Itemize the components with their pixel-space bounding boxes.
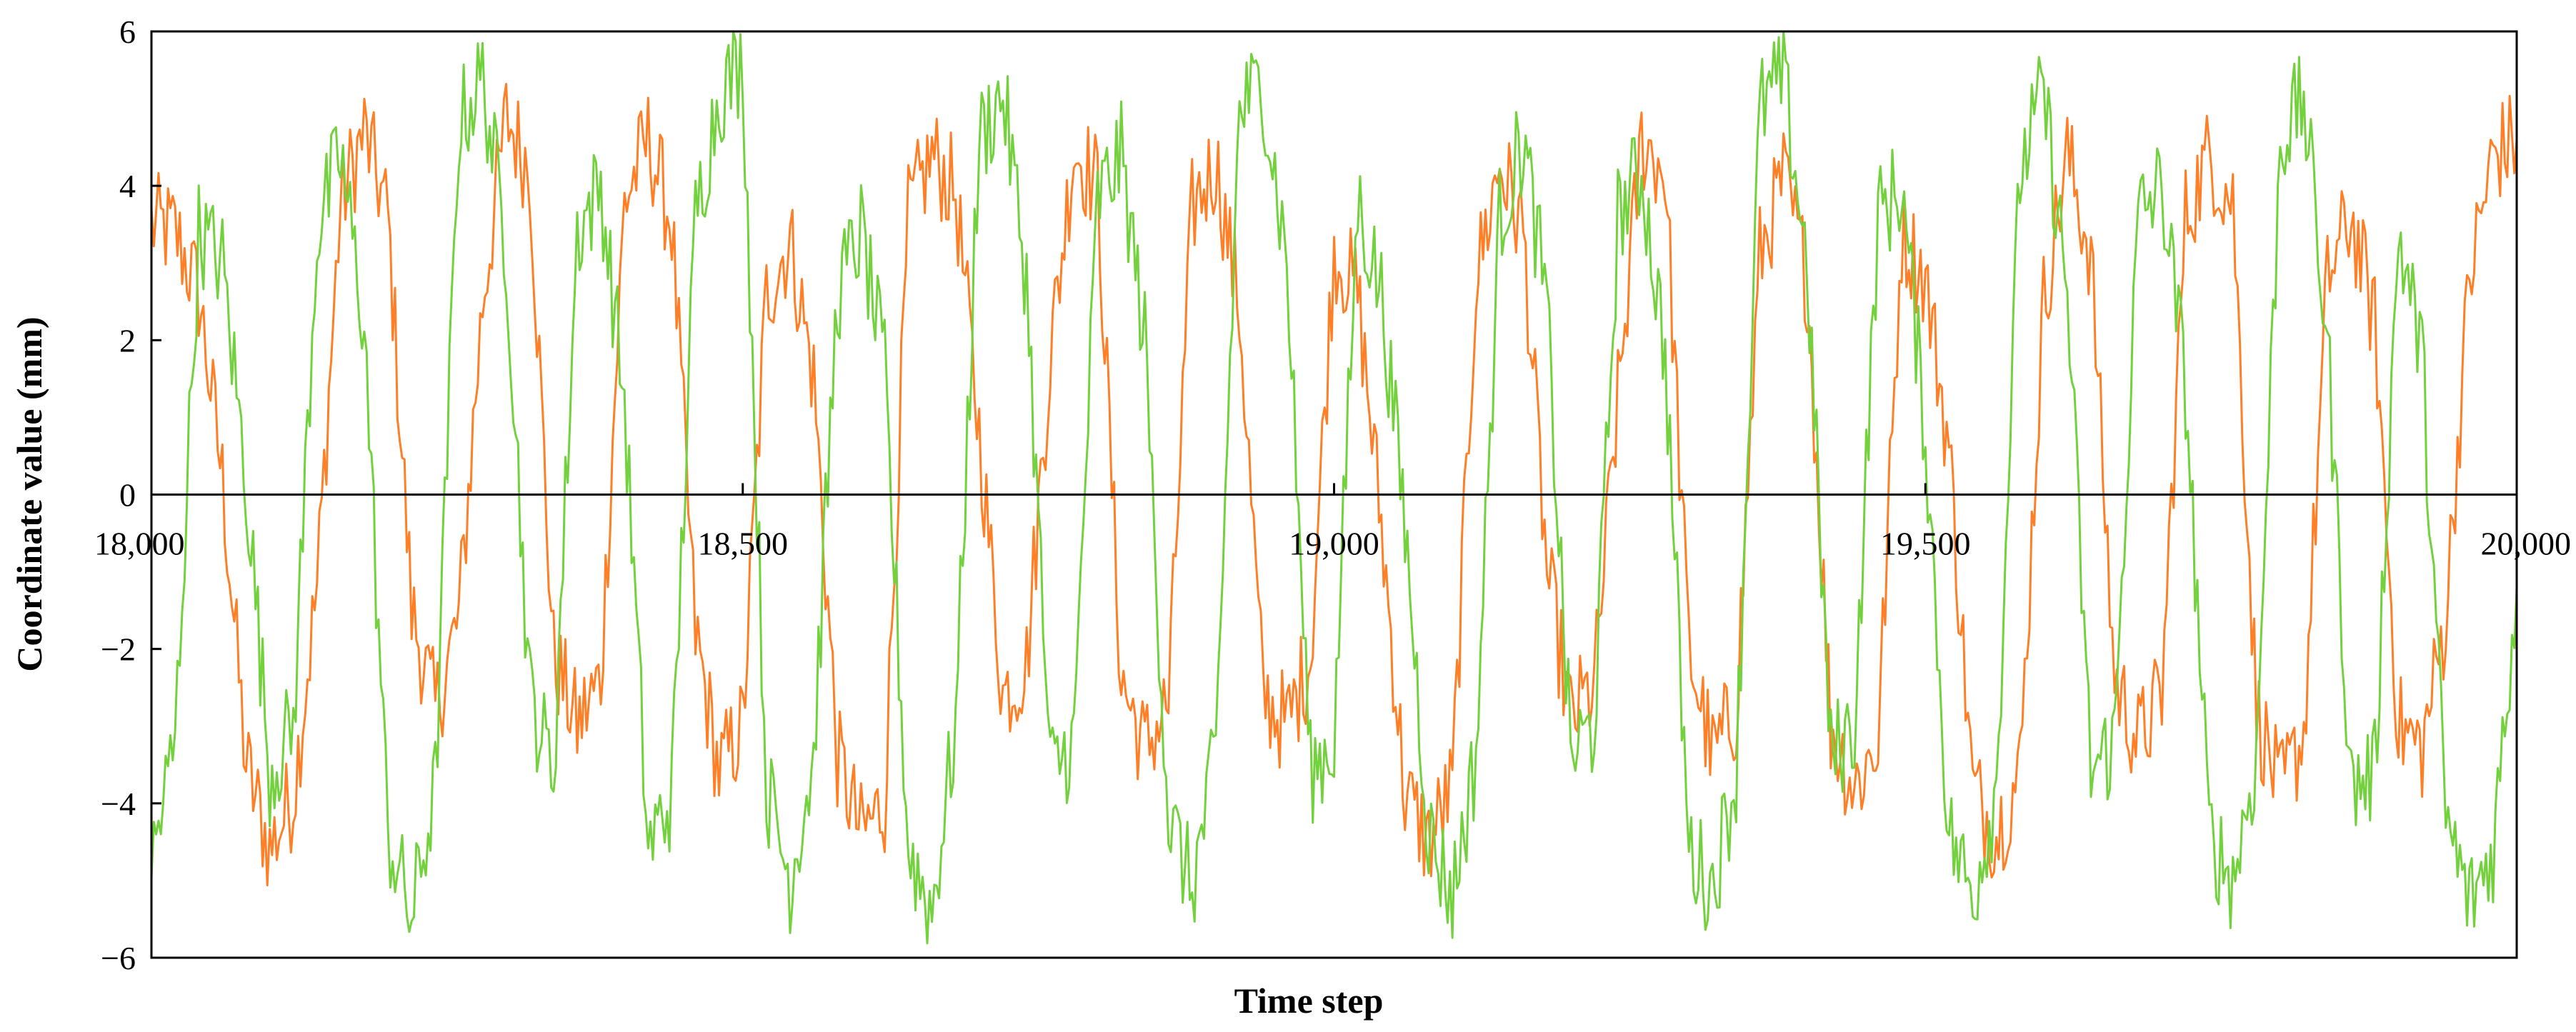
x-tick-label: 19,000 bbox=[1289, 526, 1379, 562]
y-tick-label: −4 bbox=[101, 786, 136, 822]
series-line-2 bbox=[151, 31, 2517, 945]
y-tick-label: −2 bbox=[101, 631, 136, 668]
y-tick-label: 6 bbox=[119, 14, 136, 50]
y-tick-label: 0 bbox=[119, 477, 136, 514]
series-layer bbox=[151, 31, 2517, 945]
x-tick-label: 18,000 bbox=[94, 526, 185, 562]
y-axis-title: Coordinate value (mm) bbox=[9, 316, 49, 671]
x-tick-label: 19,500 bbox=[1880, 526, 1971, 562]
x-tick-label: 20,000 bbox=[2481, 526, 2572, 562]
y-tick-label: −6 bbox=[101, 940, 136, 976]
x-axis-title: Time step bbox=[1234, 981, 1384, 1021]
series-line-1 bbox=[151, 83, 2517, 886]
y-tick-label: 4 bbox=[119, 168, 136, 204]
y-tick-label: 2 bbox=[119, 322, 136, 359]
x-tick-label: 18,500 bbox=[698, 526, 789, 562]
x-axis: 18,000 18,500 19,000 19,500 20,000 bbox=[94, 483, 2572, 562]
y-axis: 6 4 2 0 −2 −4 −6 bbox=[101, 14, 161, 976]
